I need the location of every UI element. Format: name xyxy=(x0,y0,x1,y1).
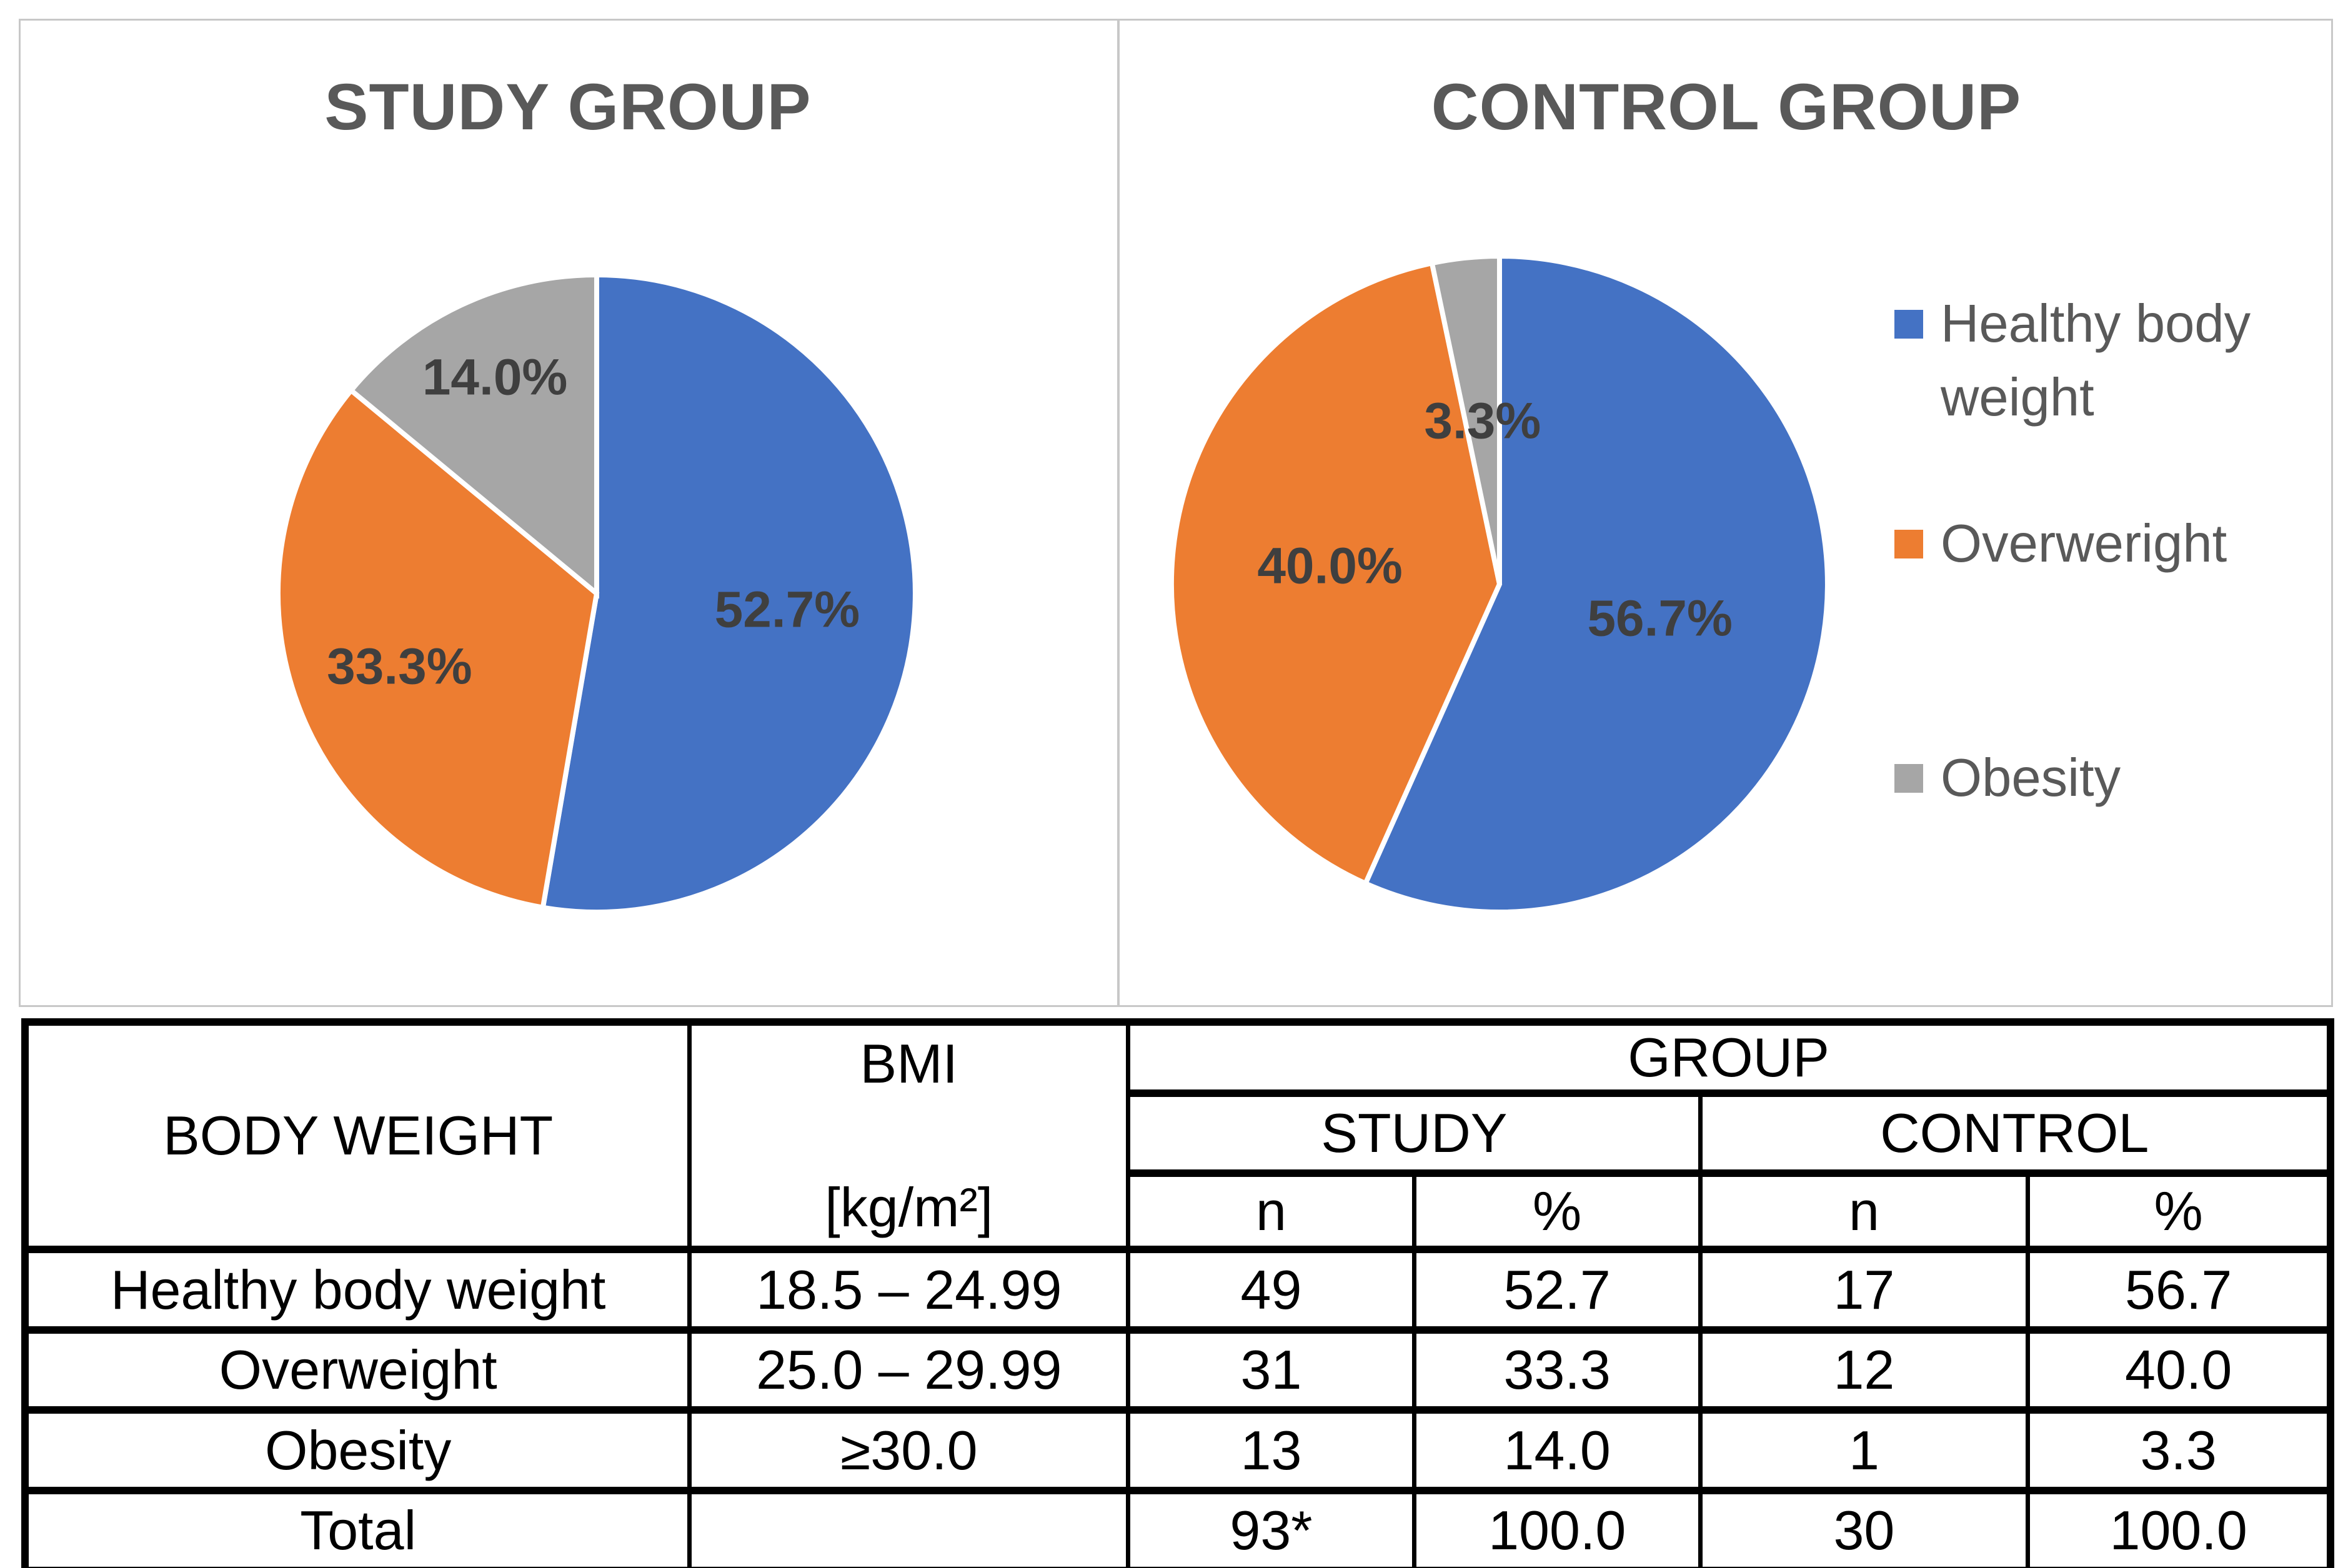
study-n-value: 13 xyxy=(1126,1406,1416,1494)
pie-data-label: 3.3% xyxy=(1424,392,1541,449)
table-row: Obesity ≥30.0 13 14.0 1 3.3 xyxy=(22,1406,2333,1494)
study-pct-value: 14.0 xyxy=(1411,1406,1703,1494)
row-label: Overweight xyxy=(22,1326,692,1414)
row-label: Healthy body weight xyxy=(22,1246,692,1334)
header-control: CONTROL xyxy=(1698,1089,2333,1177)
legend-item-label: Obesity xyxy=(1941,748,2121,808)
study-group-chart-title: STUDY GROUP xyxy=(324,71,812,144)
legend-item-obesity: Obesity xyxy=(1894,742,2307,815)
pie-slice-obesity xyxy=(347,272,599,599)
panel-divider xyxy=(1117,19,1120,1007)
control-n-value: 1 xyxy=(1698,1406,2031,1494)
header-bmi: BMI [kg/m²] xyxy=(687,1018,1131,1253)
pie-data-label: 14.0% xyxy=(422,349,568,405)
bmi-range xyxy=(687,1487,1131,1568)
bmi-range: 25.0 – 29.99 xyxy=(687,1326,1131,1414)
legend-item-healthy: Healthy body weight xyxy=(1894,287,2307,435)
header-control-pct: % xyxy=(2026,1169,2333,1253)
row-label: Total xyxy=(22,1487,692,1568)
control-n-value: 30 xyxy=(1698,1487,2031,1568)
pie-slice-obesity xyxy=(1429,253,1502,585)
pie-charts-svg: 52.7% 33.3% 14.0% 56.7% 40.0% 3.3% xyxy=(275,253,1830,915)
legend-item-label: Healthy body weight xyxy=(1941,294,2251,427)
pie-data-label: 40.0% xyxy=(1257,537,1403,594)
pie-slice-overweright xyxy=(275,387,600,911)
header-body-weight: BODY WEIGHT xyxy=(22,1018,692,1253)
bmi-range: ≥30.0 xyxy=(687,1406,1131,1494)
header-study-n: n xyxy=(1126,1169,1416,1253)
table-row-total: Total 93* 100.0 30 100.0 xyxy=(22,1487,2333,1568)
control-group-chart-title: CONTROL GROUP xyxy=(1431,71,2022,144)
control-pct-value: 40.0 xyxy=(2026,1326,2333,1414)
header-group: GROUP xyxy=(1126,1018,2333,1097)
control-pct-value: 100.0 xyxy=(2026,1487,2333,1568)
table-row: Healthy body weight 18.5 – 24.99 49 52.7… xyxy=(22,1246,2333,1334)
study-n-value: 49 xyxy=(1126,1246,1416,1334)
obesity-swatch-icon xyxy=(1894,764,1923,793)
study-pct-value: 52.7 xyxy=(1411,1246,1703,1334)
study-pct-value: 100.0 xyxy=(1411,1487,1703,1568)
header-bmi-units: [kg/m²] xyxy=(825,1176,993,1238)
pie-slice-overweright xyxy=(1168,260,1503,887)
control-pct-value: 56.7 xyxy=(2026,1246,2333,1334)
study-pct-value: 33.3 xyxy=(1411,1326,1703,1414)
legend-item-overweight: Overweright xyxy=(1894,507,2307,581)
study-n-value: 93* xyxy=(1126,1487,1416,1568)
bmi-range: 18.5 – 24.99 xyxy=(687,1246,1131,1334)
healthy-weight-swatch-icon xyxy=(1894,310,1923,339)
pie-data-label: 33.3% xyxy=(327,638,472,695)
table-row: Overweight 25.0 – 29.99 31 33.3 12 40.0 xyxy=(22,1326,2333,1414)
pie-data-label: 52.7% xyxy=(715,581,860,638)
body-weight-stats-table: BODY WEIGHT BMI [kg/m²] GROUP STUDY CONT… xyxy=(21,1018,2334,1568)
row-label: Obesity xyxy=(22,1406,692,1494)
header-study: STUDY xyxy=(1126,1089,1703,1177)
legend-item-label: Overweright xyxy=(1941,514,2227,573)
study-n-value: 31 xyxy=(1126,1326,1416,1414)
control-n-value: 12 xyxy=(1698,1326,2031,1414)
control-pct-value: 3.3 xyxy=(2026,1406,2333,1494)
header-control-n: n xyxy=(1698,1169,2031,1253)
pie-slice-healthy-body-weight xyxy=(1362,253,1830,915)
header-bmi-line1: BMI xyxy=(860,1033,958,1094)
pie-data-label: 56.7% xyxy=(1587,590,1733,647)
overweight-swatch-icon xyxy=(1894,530,1923,558)
pie-slice-healthy-body-weight xyxy=(540,272,918,915)
header-study-pct: % xyxy=(1411,1169,1703,1253)
control-n-value: 17 xyxy=(1698,1246,2031,1334)
